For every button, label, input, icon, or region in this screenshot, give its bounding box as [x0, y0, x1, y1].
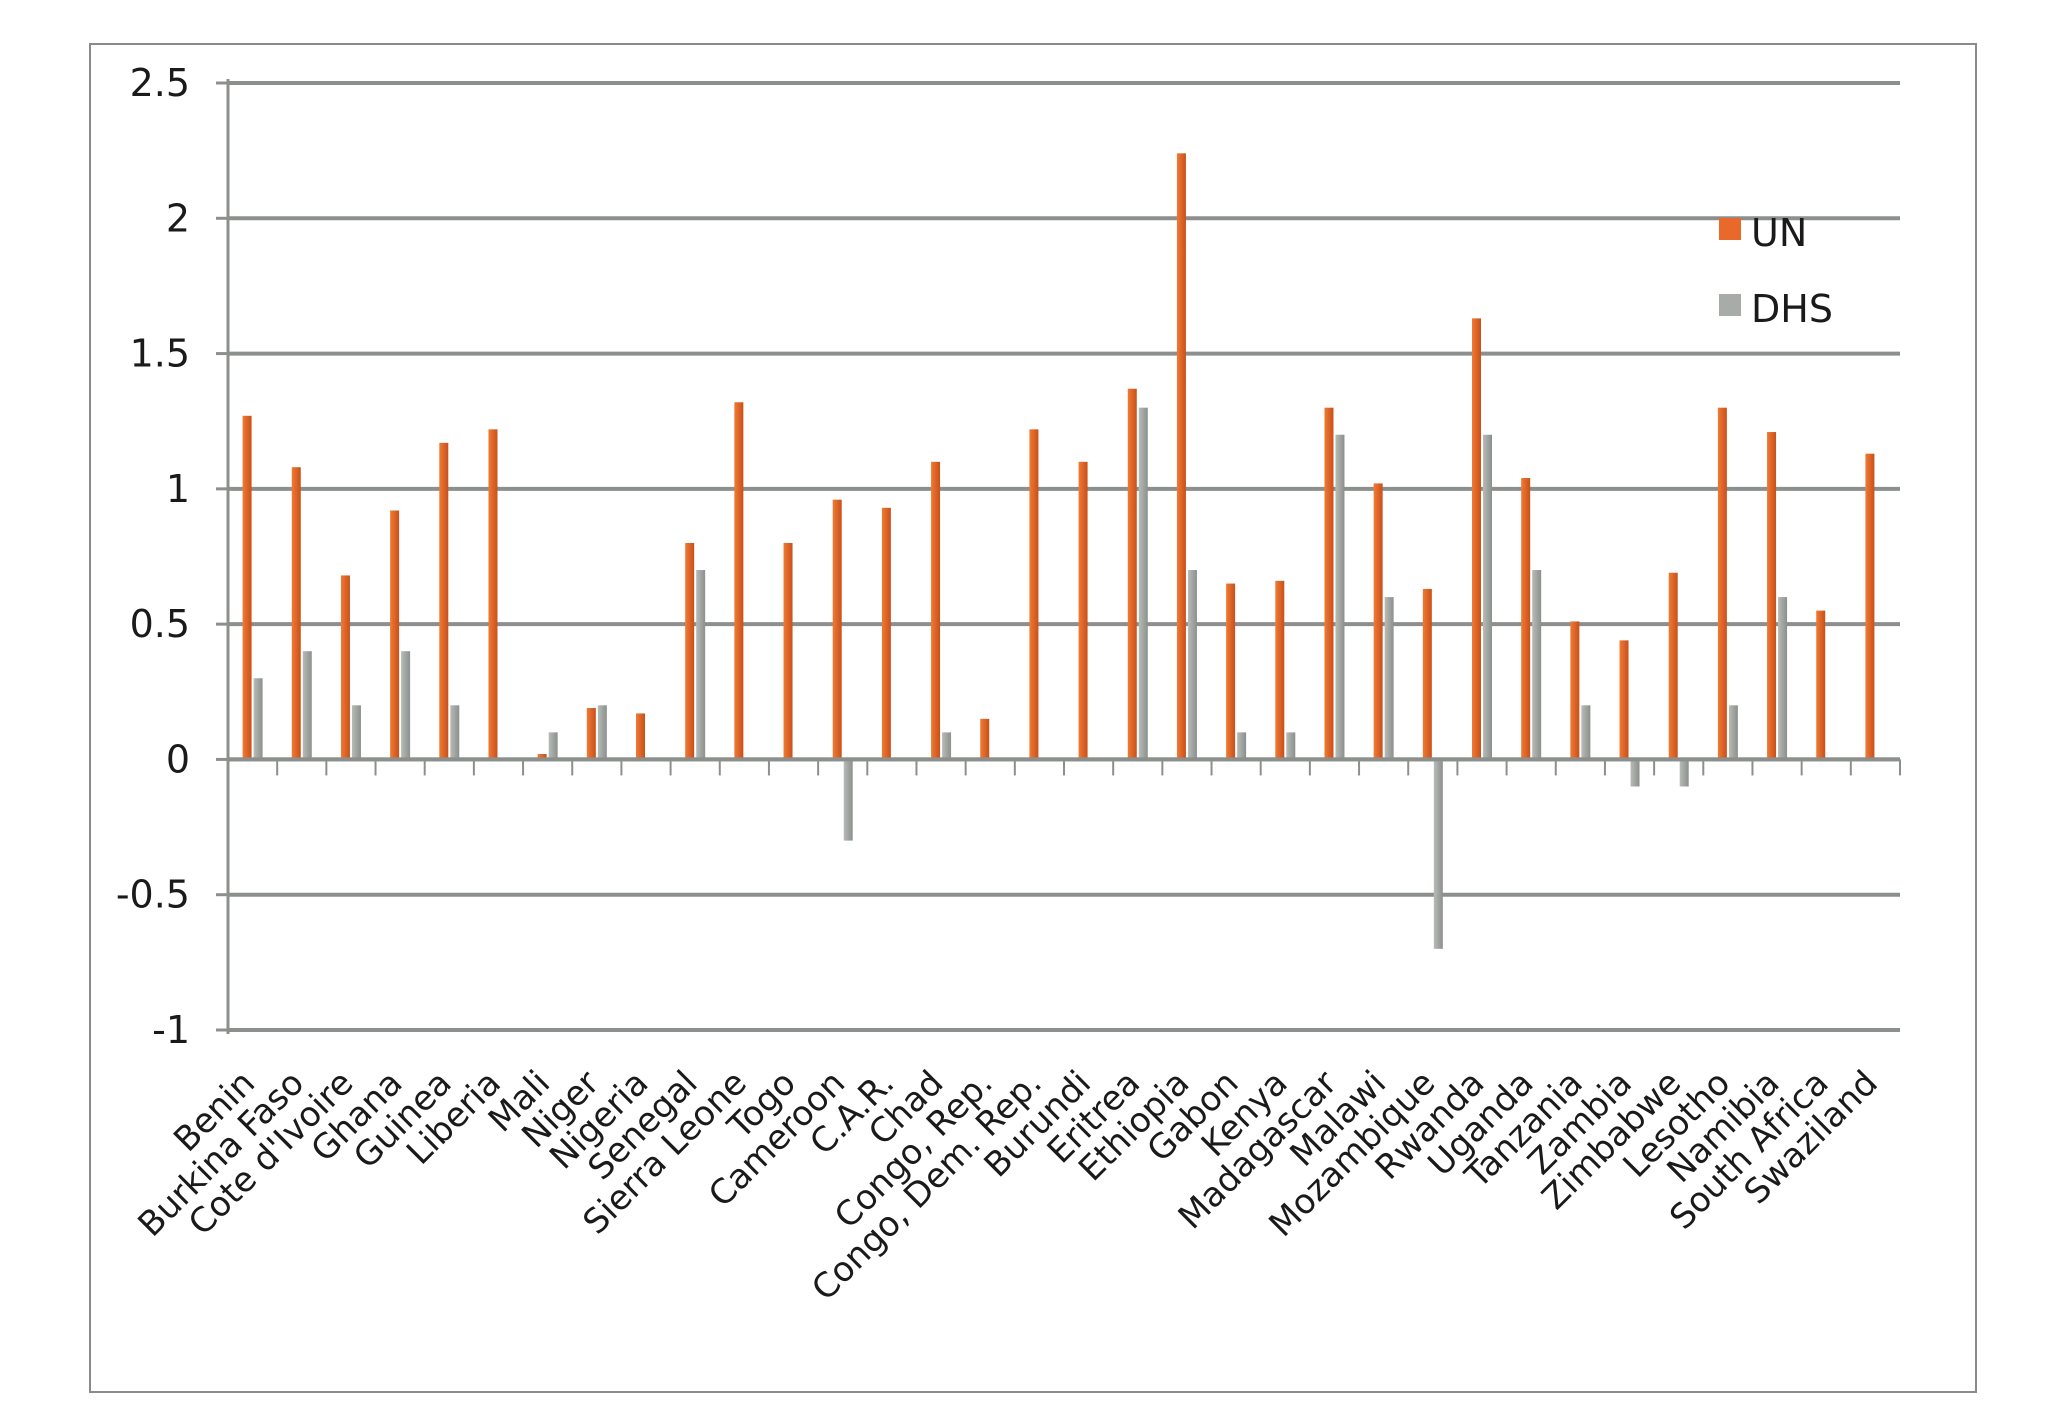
bar-un	[636, 713, 645, 760]
gridlines	[228, 81, 1900, 1032]
bar-dhs	[1138, 407, 1148, 760]
bar-dhs	[1237, 732, 1247, 760]
y-tick-label: 2.5	[130, 61, 190, 105]
bar-un	[1324, 407, 1334, 760]
bar-un	[586, 708, 596, 760]
y-axis: 2.5 2 1.5 1 0.5 0 -0.5 -1	[116, 61, 230, 1052]
bar-un	[783, 542, 793, 760]
legend-label-un: UN	[1751, 211, 1807, 255]
bar-dhs	[401, 651, 411, 760]
bar-un	[1176, 153, 1186, 760]
bar-un	[340, 575, 350, 760]
bar-un	[1275, 580, 1285, 760]
bar-dhs	[1679, 759, 1689, 787]
bar-dhs	[597, 705, 607, 760]
bar-un	[1767, 432, 1777, 760]
bar-dhs	[1384, 597, 1394, 760]
bar-un	[931, 461, 941, 760]
y-tick-label: -1	[152, 1008, 190, 1052]
bar-un	[685, 542, 695, 760]
bar-dhs	[1483, 434, 1492, 760]
bar-dhs	[1187, 570, 1197, 760]
bar-dhs	[843, 759, 853, 841]
chart-frame	[89, 43, 1977, 1393]
bar-un	[1865, 453, 1875, 760]
bar-un	[1668, 572, 1678, 760]
bar-dhs	[942, 732, 952, 760]
y-tick-label: 1.5	[130, 332, 190, 376]
bar-un	[832, 499, 842, 760]
bar-un	[1226, 583, 1236, 760]
bar-un	[980, 718, 990, 760]
bar-un	[390, 510, 400, 760]
bar-dhs	[1778, 597, 1788, 760]
legend-swatch-un	[1719, 218, 1741, 240]
bar-un	[734, 402, 744, 760]
bar-dhs	[302, 651, 312, 760]
bar-un	[1472, 318, 1481, 760]
y-tick-label: 0.5	[130, 602, 190, 646]
bar-dhs	[1433, 759, 1443, 949]
bar-un	[242, 415, 252, 760]
legend-label-dhs: DHS	[1751, 287, 1833, 331]
bar-dhs	[253, 678, 263, 760]
y-tick-label: 0	[166, 737, 190, 781]
bar-dhs	[1532, 570, 1542, 760]
bar-un	[488, 429, 498, 760]
bar-un	[1816, 610, 1826, 760]
y-tick-label: 2	[166, 196, 190, 240]
bar-un	[1717, 407, 1727, 760]
bars	[242, 153, 1875, 949]
bar-un	[1570, 621, 1580, 760]
bar-dhs	[1630, 759, 1640, 787]
bar-un	[1521, 478, 1531, 760]
y-tick-label: -0.5	[116, 873, 190, 917]
bar-un	[1029, 429, 1039, 760]
bar-un	[1127, 388, 1137, 760]
bar-un	[537, 754, 547, 760]
bar-dhs	[450, 705, 460, 760]
bar-un	[291, 467, 301, 760]
legend-swatch-dhs	[1719, 294, 1741, 316]
bar-un	[1078, 461, 1088, 760]
bar-un	[881, 507, 891, 760]
bar-dhs	[351, 705, 361, 760]
bar-un	[1422, 588, 1432, 760]
bar-dhs	[1728, 705, 1738, 760]
bar-un	[439, 442, 449, 760]
bar-un	[1619, 640, 1629, 760]
y-tick-label: 1	[166, 467, 190, 511]
bar-dhs	[1335, 434, 1345, 760]
legend: UN DHS	[1719, 211, 1833, 331]
bar-dhs	[1286, 732, 1296, 760]
bar-dhs	[696, 570, 706, 760]
bar-dhs	[1581, 705, 1591, 760]
bar-dhs	[548, 732, 558, 760]
bar-un	[1373, 483, 1383, 760]
